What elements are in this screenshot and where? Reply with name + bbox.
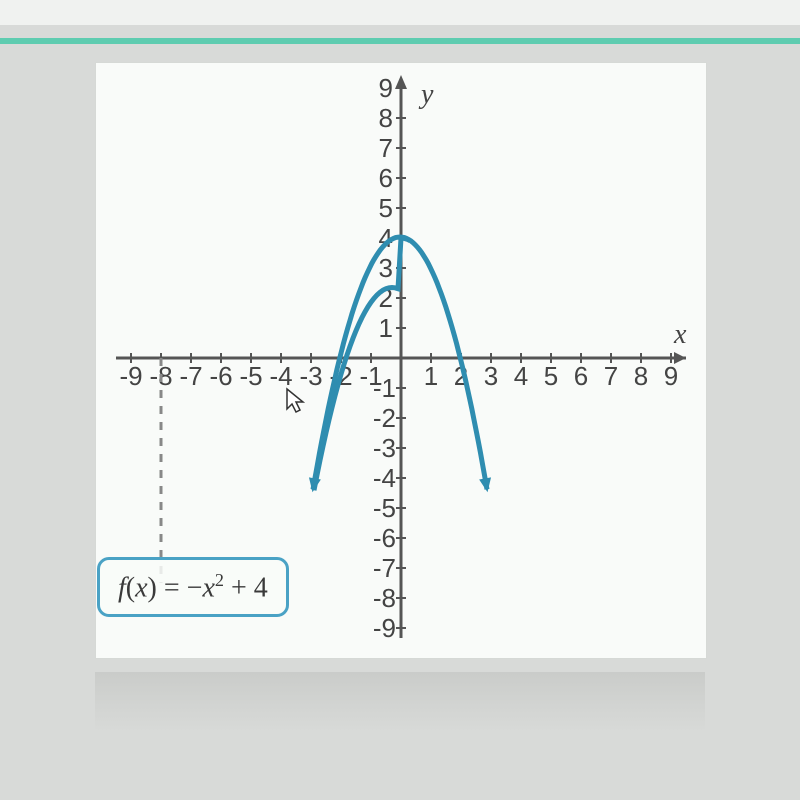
svg-text:2: 2 [454, 361, 468, 391]
svg-text:-7: -7 [179, 361, 202, 391]
svg-text:6: 6 [574, 361, 588, 391]
x-axis-label: x [673, 319, 687, 350]
svg-text:8: 8 [379, 103, 393, 133]
svg-text:7: 7 [379, 133, 393, 163]
svg-text:-9: -9 [119, 361, 142, 391]
svg-text:-3: -3 [299, 361, 322, 391]
formula-exp: 2 [215, 570, 224, 590]
svg-text:-6: -6 [373, 523, 396, 553]
formula-x1: x [135, 572, 147, 603]
svg-text:-3: -3 [373, 433, 396, 463]
svg-text:3: 3 [484, 361, 498, 391]
svg-text:6: 6 [379, 163, 393, 193]
svg-text:4: 4 [514, 361, 528, 391]
svg-text:4: 4 [379, 223, 393, 253]
svg-text:9: 9 [379, 73, 393, 103]
formula-x2: x [202, 572, 214, 603]
formula-plus: + 4 [224, 572, 268, 603]
formula-eq: = [157, 572, 187, 603]
svg-text:9: 9 [664, 361, 678, 391]
formula-open: ( [126, 572, 135, 603]
svg-text:5: 5 [379, 193, 393, 223]
table-shadow [95, 672, 705, 732]
top-bar [0, 0, 800, 25]
formula-close: ) [148, 572, 157, 603]
formula-f: f [118, 572, 126, 603]
svg-text:7: 7 [604, 361, 618, 391]
svg-text:-8: -8 [373, 583, 396, 613]
svg-text:-9: -9 [373, 613, 396, 643]
svg-text:-2: -2 [373, 403, 396, 433]
formula-box[interactable]: f(x) = −x2 + 4 [97, 557, 289, 617]
svg-text:-6: -6 [209, 361, 232, 391]
svg-text:8: 8 [634, 361, 648, 391]
svg-text:-7: -7 [373, 553, 396, 583]
green-divider [0, 38, 800, 44]
svg-text:-4: -4 [373, 463, 396, 493]
svg-text:3: 3 [379, 253, 393, 283]
svg-text:-5: -5 [373, 493, 396, 523]
formula-neg: − [187, 572, 203, 603]
y-axis-arrow [395, 75, 407, 89]
svg-text:-1: -1 [373, 373, 396, 403]
y-axis-label: y [418, 79, 434, 110]
svg-text:-4: -4 [269, 361, 292, 391]
svg-text:1: 1 [379, 313, 393, 343]
svg-text:-5: -5 [239, 361, 262, 391]
svg-text:5: 5 [544, 361, 558, 391]
svg-text:1: 1 [424, 361, 438, 391]
